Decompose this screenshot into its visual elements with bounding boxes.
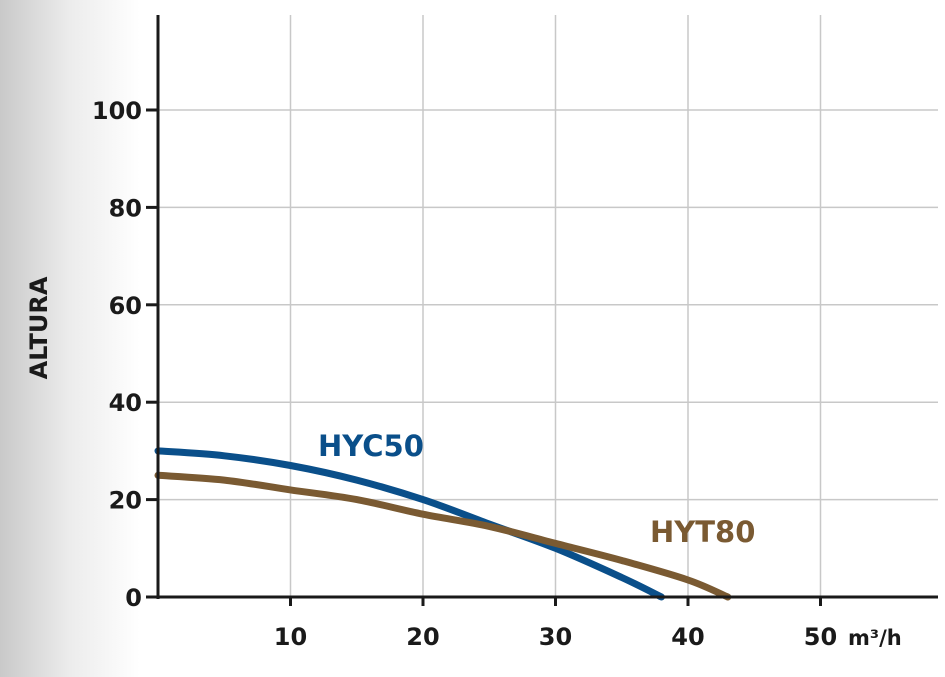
series-line-hyc50 (154, 447, 665, 601)
series-line-hyt80 (154, 471, 732, 601)
x-tick-label-3: 40 (671, 623, 704, 651)
y-tick-label-5: 100 (92, 97, 142, 125)
x-gridlines (289, 15, 822, 597)
y-ticks: 0 20 40 60 80 100 (92, 97, 158, 612)
y-tick-label-2: 40 (109, 389, 142, 417)
x-tick-label-4: 50 (804, 623, 837, 651)
x-axis-unit: m³/h (848, 626, 902, 650)
y-tick-label-1: 20 (109, 487, 142, 515)
y-tick-label-0: 0 (125, 584, 142, 612)
y-gridlines (158, 109, 938, 501)
y-tick-label-3: 60 (109, 292, 142, 320)
series-label-hyt80: HYT80 (650, 515, 755, 549)
x-tick-label-2: 30 (539, 623, 572, 651)
series-labels: HYC50 HYT80 (318, 429, 755, 549)
series-label-hyc50: HYC50 (318, 429, 424, 463)
y-axis-title: ALTURA (25, 276, 53, 379)
x-tick-label-0: 10 (274, 623, 307, 651)
y-tick-label-4: 80 (109, 194, 142, 222)
x-tick-label-1: 20 (406, 623, 439, 651)
x-ticks: 10 20 30 40 50 (274, 597, 837, 651)
series-layer (154, 447, 732, 601)
